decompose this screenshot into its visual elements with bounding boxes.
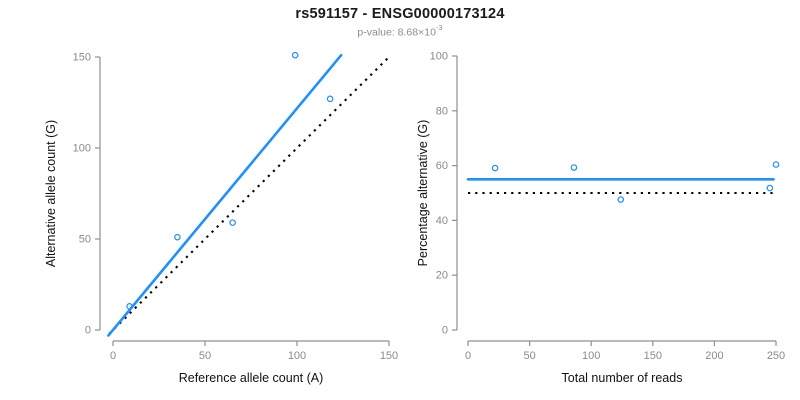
x-tick-label: 0 xyxy=(465,350,471,362)
left-scatter-plot: 0 50 100 150 0 50 100 150 Reference allele count… xyxy=(44,52,398,386)
y-tick-label: 80 xyxy=(436,105,448,117)
y-tick-label: 60 xyxy=(436,160,448,172)
data-point xyxy=(174,233,181,241)
y-tick-label: 150 xyxy=(73,52,91,64)
figure-subtitle: p-value: 8.68×10-3 xyxy=(0,23,800,39)
y-tick-label: 100 xyxy=(73,143,91,155)
x-axis-title: Total number of reads xyxy=(562,371,683,385)
y-tick-label: 0 xyxy=(85,325,91,337)
y-tick-label: 40 xyxy=(436,215,448,227)
data-point xyxy=(291,51,299,59)
data-point xyxy=(491,164,499,172)
data-point xyxy=(229,219,236,226)
x-axis-title: Reference allele count (A) xyxy=(179,371,324,385)
y-tick-label: 50 xyxy=(79,234,91,246)
data-point xyxy=(766,184,774,192)
x-axis: 0 50 100 150 200 250 xyxy=(465,340,785,362)
x-tick-label: 250 xyxy=(767,350,785,362)
data-point xyxy=(617,196,625,203)
x-axis: 0 50 100 150 xyxy=(110,340,398,362)
y-axis: 0 20 40 60 80 100 xyxy=(430,51,458,337)
pvalue-text: p-value: 8.68×10 xyxy=(357,26,436,39)
x-tick-label: 50 xyxy=(523,350,535,362)
x-tick-label: 150 xyxy=(380,350,398,362)
y-tick-label: 100 xyxy=(430,51,448,63)
y-tick-label: 0 xyxy=(442,325,448,337)
data-point xyxy=(772,161,780,168)
right-scatter-plot: 0 20 40 60 80 100 0 50 100 150 200 250 Total number … xyxy=(416,51,785,386)
y-axis-title: Alternative allele count (G) xyxy=(44,120,58,267)
x-tick-label: 0 xyxy=(110,350,116,362)
data-point xyxy=(126,303,133,310)
fit-line xyxy=(107,53,343,337)
x-tick-label: 50 xyxy=(199,350,211,362)
y-tick-label: 20 xyxy=(436,270,448,282)
y-axis-title: Percentage alternative (G) xyxy=(416,120,430,267)
identity-line xyxy=(108,56,390,335)
data-point xyxy=(570,164,578,171)
x-tick-label: 100 xyxy=(582,350,600,362)
figure-title: rs591157 - ENSG00000173124 xyxy=(295,6,505,22)
x-tick-label: 150 xyxy=(644,350,662,362)
data-point xyxy=(326,95,334,103)
pvalue-exponent: -3 xyxy=(435,23,443,32)
y-axis: 0 50 100 150 xyxy=(73,52,101,337)
x-tick-label: 200 xyxy=(705,350,723,362)
x-tick-label: 100 xyxy=(288,350,306,362)
